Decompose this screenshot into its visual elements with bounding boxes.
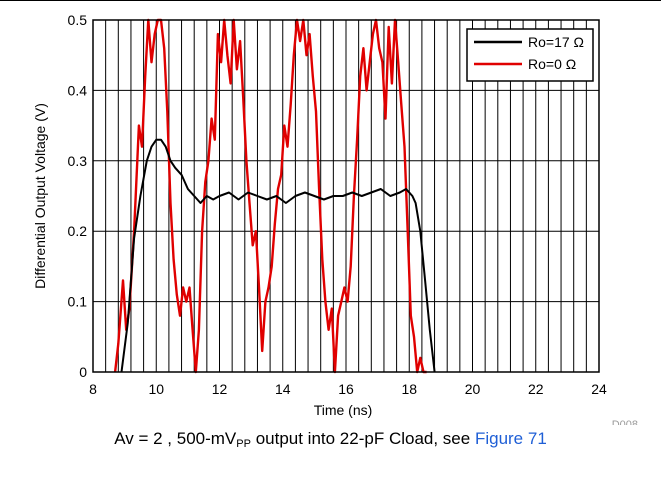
- y-tick-label: 0.1: [68, 294, 88, 310]
- x-tick-label: 14: [275, 381, 291, 397]
- y-tick-label: 0.4: [68, 82, 88, 98]
- legend: Ro=17 Ω Ro=0 Ω: [466, 28, 594, 82]
- figure-caption: Av = 2 , 500-mVPP output into 22-pF Cloa…: [0, 429, 661, 450]
- chart-series: [113, 18, 436, 374]
- chart: 8 10 12 14 16 18 20 22 24 0 0.1 0.2 0.3 0.4 0.5 Time (…: [32, 12, 638, 425]
- chart-grid: [93, 20, 599, 372]
- y-tick-label: 0.3: [68, 153, 88, 169]
- y-tick-label: 0: [79, 364, 87, 380]
- caption-prefix: Av = 2 , 500-mV: [114, 429, 237, 448]
- x-axis-label: Time (ns): [314, 402, 373, 418]
- tick-labels: 8 10 12 14 16 18 20 22 24 0 0.1 0.2 0.3 0.4 0.5: [68, 12, 607, 397]
- figure-71-link[interactable]: Figure 71: [474, 429, 547, 448]
- x-tick-label: 10: [148, 381, 164, 397]
- y-axis-label: Differential Output Voltage (V): [32, 103, 48, 289]
- series-line-ro-0: [113, 18, 427, 374]
- x-tick-label: 8: [89, 381, 97, 397]
- legend-box: [466, 28, 594, 82]
- series-line-ro-17: [120, 138, 436, 373]
- x-tick-label: 20: [465, 381, 481, 397]
- x-tick-label: 16: [338, 381, 354, 397]
- x-tick-label: 24: [591, 381, 607, 397]
- plot-frame: [92, 19, 600, 373]
- caption-subscript: PP: [236, 438, 251, 450]
- figure-id: D008: [612, 419, 638, 425]
- x-tick-label: 18: [401, 381, 417, 397]
- caption-middle: output into 22-pF Cload, see: [250, 429, 475, 448]
- legend-label-ro17: Ro=17 Ω: [528, 34, 584, 50]
- y-tick-label: 0.2: [68, 223, 88, 239]
- y-tick-label: 0.5: [68, 12, 88, 28]
- top-rule: [0, 0, 661, 1]
- x-tick-label: 12: [212, 381, 228, 397]
- legend-label-ro0: Ro=0 Ω: [528, 56, 576, 72]
- x-tick-label: 22: [528, 381, 544, 397]
